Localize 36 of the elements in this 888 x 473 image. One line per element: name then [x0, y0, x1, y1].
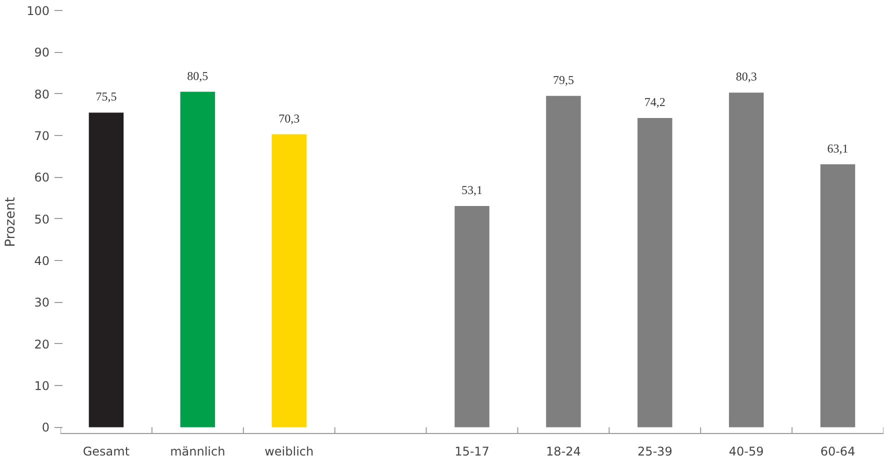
y-tick-label: 10: [34, 379, 50, 394]
data-label: 74,2: [644, 95, 666, 110]
bar: [546, 96, 581, 428]
x-tick-label: 25-39: [637, 444, 672, 458]
y-tick-label: 40: [34, 254, 50, 268]
bar: [180, 92, 216, 428]
y-tick-label: 60: [34, 170, 50, 185]
x-tick-label: 18-24: [546, 444, 581, 458]
x-tick-label: 40-59: [728, 444, 764, 458]
x-tick-label: männlich: [170, 444, 226, 458]
bar: [454, 206, 490, 428]
y-tick-label: 0: [42, 420, 50, 435]
data-label: 70,3: [278, 111, 300, 126]
x-tick-label: 60-64: [820, 444, 856, 458]
x-tick-label: Gesamt: [82, 444, 130, 458]
data-label: 80,3: [736, 70, 757, 84]
y-tick-label: 30: [34, 296, 50, 310]
bar: [820, 164, 856, 428]
data-label: 80,5: [187, 68, 208, 83]
bar: [638, 118, 672, 428]
data-label: 79,5: [552, 72, 574, 87]
bar: [88, 112, 124, 428]
bar: [728, 92, 764, 428]
x-tick-label: 15-17: [454, 444, 490, 458]
data-label: 53,1: [462, 182, 482, 197]
y-tick-label: 80: [34, 87, 50, 102]
bar: [272, 134, 306, 428]
y-tick-label: 20: [34, 337, 50, 352]
y-tick-label: 50: [34, 212, 50, 226]
data-label: 63,1: [827, 141, 848, 156]
x-tick-label: weiblich: [264, 444, 314, 458]
y-tick-label: 100: [26, 4, 50, 18]
y-tick-label: 90: [34, 46, 50, 60]
y-axis-title: Prozent: [4, 196, 19, 248]
data-label: 75,5: [96, 90, 117, 104]
y-tick-label: 70: [34, 129, 50, 144]
